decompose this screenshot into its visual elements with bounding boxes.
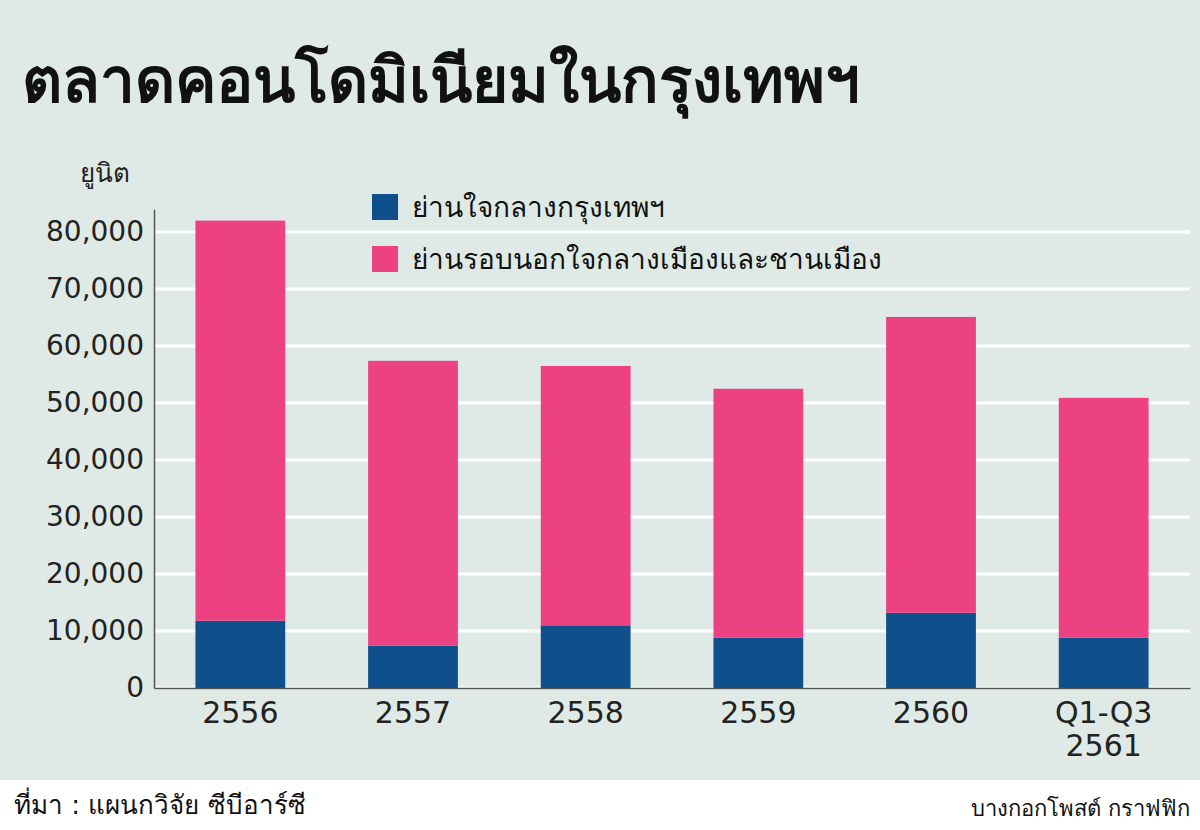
axis-line: [154, 210, 156, 689]
x-tick-label: 2558: [547, 695, 623, 730]
y-tick: 0: [126, 671, 154, 704]
x-tick-label: Q1-Q32561: [1055, 695, 1152, 763]
y-tick: 40,000: [46, 443, 154, 476]
y-tick-label: 10,000: [46, 614, 144, 647]
legend-swatch: [372, 246, 398, 272]
grid-line: [154, 345, 1190, 348]
bar-segment: [368, 361, 458, 646]
y-tick-label: 40,000: [46, 443, 144, 476]
grid: [154, 232, 1190, 688]
y-tick: 80,000: [46, 215, 154, 248]
axis-line: [155, 688, 1191, 690]
x-tick: 2558: [547, 688, 623, 730]
y-tick-label: 0: [126, 671, 144, 704]
bar-segment: [713, 638, 803, 688]
bar-segment: [541, 625, 631, 688]
grid-line: [154, 516, 1190, 519]
x-tick-label: 2560: [893, 695, 969, 730]
source: ที่มา : แผนกวิจัย ซีบีอาร์ซี: [14, 787, 306, 820]
legend-label: ย่านใจกลางกรุงเทพฯ: [412, 191, 665, 225]
chart: 0 10,000 20,000 30,000 40,000 50,000 60,000 70,…: [0, 0, 1200, 830]
bar-segment: [368, 646, 458, 688]
grid-line: [154, 687, 1190, 690]
y-axis-title: ยูนิต: [80, 158, 130, 189]
y-tick-label: 60,000: [46, 329, 144, 362]
y-tick-label: 70,000: [46, 272, 144, 305]
bar-segment: [195, 221, 285, 621]
legend-swatch: [372, 194, 398, 220]
bars: [195, 221, 1148, 688]
grid-line: [154, 231, 1190, 234]
bar-segment: [541, 366, 631, 625]
grid-line: [154, 402, 1190, 405]
x-axis: 2556 2557 2558 2559 2560 Q1-Q32561: [155, 688, 1191, 763]
y-tick-label: 80,000: [46, 215, 144, 248]
x-tick: 2557: [375, 688, 451, 730]
bar-segment: [1059, 638, 1149, 688]
grid-line: [154, 459, 1190, 462]
legend-label: ย่านรอบนอกใจกลางเมืองและชานเมือง: [412, 243, 882, 276]
y-tick-label: 50,000: [46, 386, 144, 419]
x-tick: 2560: [893, 688, 969, 730]
y-tick-label: 20,000: [46, 557, 144, 590]
bar-segment: [713, 389, 803, 638]
y-tick: 20,000: [46, 557, 154, 590]
grid-line: [154, 630, 1190, 633]
bar-segment: [886, 613, 976, 688]
x-tick-label: 2556: [202, 695, 278, 730]
y-tick: 30,000: [46, 500, 154, 533]
title: ตลาดคอนโดมิเนียมในกรุงเทพฯ: [22, 44, 860, 119]
y-axis: 0 10,000 20,000 30,000 40,000 50,000 60,000 70,…: [46, 210, 154, 705]
x-tick-label: 2557: [375, 695, 451, 730]
y-tick: 10,000: [46, 614, 154, 647]
bar-segment: [1059, 398, 1149, 638]
credit: บางกอกโพสต์ กราฟฟิก: [971, 796, 1190, 821]
y-tick: 70,000: [46, 272, 154, 305]
grid-line: [154, 288, 1190, 291]
y-tick: 60,000: [46, 329, 154, 362]
grid-line: [154, 573, 1190, 576]
y-tick: 50,000: [46, 386, 154, 419]
bar-segment: [195, 621, 285, 688]
x-tick: 2556: [202, 688, 278, 730]
x-tick-label: 2559: [720, 695, 796, 730]
background: [0, 0, 1200, 780]
y-tick-label: 30,000: [46, 500, 144, 533]
legend: ย่านใจกลางกรุงเทพฯย่านรอบนอกใจกลางเมืองแ…: [372, 191, 882, 276]
x-tick: 2559: [720, 688, 796, 730]
bar-segment: [886, 317, 976, 613]
x-tick: Q1-Q32561: [1055, 688, 1152, 763]
